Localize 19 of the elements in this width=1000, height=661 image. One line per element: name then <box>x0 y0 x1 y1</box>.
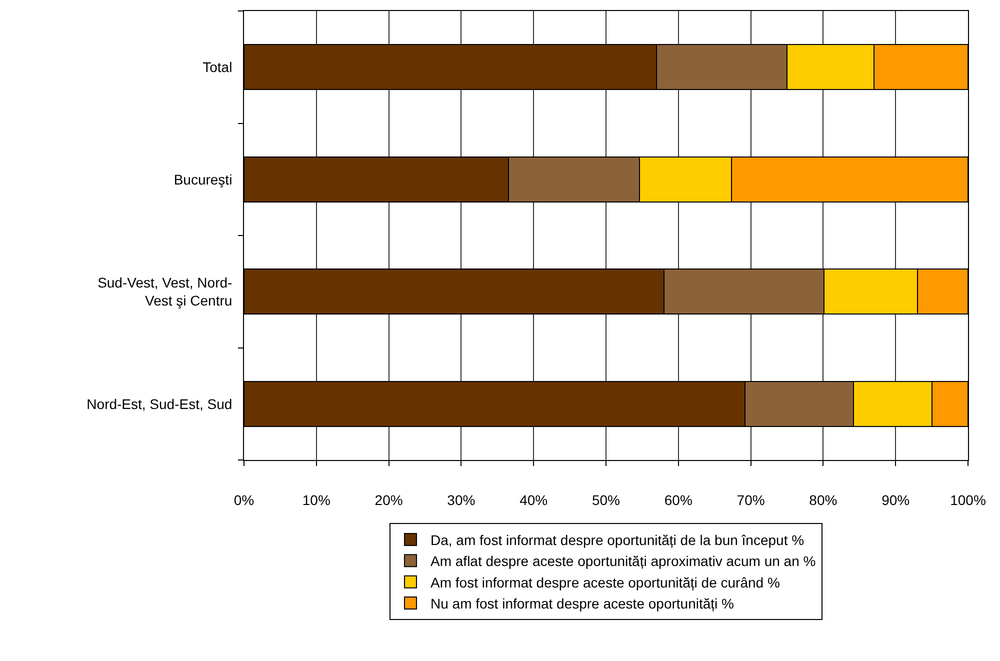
legend-label: Da, am fost informat despre oportunități de la bun început % <box>430 532 804 548</box>
x-tick-label: 70% <box>736 492 765 508</box>
y-tick-label: Bucureşti <box>174 171 232 188</box>
y-tick-label: Nord-Est, Sud-Est, Sud <box>86 396 232 412</box>
x-tick-label: 0% <box>234 492 254 508</box>
x-tick-label: 30% <box>447 492 476 508</box>
y-tick-label: Sud-Vest, Vest, Nord-Vest şi Centru <box>98 274 233 309</box>
legend-label: Am fost informat despre aceste oportunități de curând % <box>430 574 780 590</box>
legend-label: Am aflat despre aceste oportunități aproximativ acum un an % <box>430 553 816 570</box>
x-tick-label: 50% <box>592 492 620 508</box>
x-tick-label: 40% <box>520 492 548 508</box>
x-tick-label: 100% <box>950 492 986 508</box>
x-tick-label: 80% <box>809 492 838 508</box>
x-tick-label: 60% <box>664 492 692 508</box>
y-tick-label: Total <box>202 59 232 76</box>
x-tick-label: 90% <box>882 492 910 508</box>
x-tick-label: 10% <box>302 492 330 508</box>
x-tick-label: 20% <box>374 492 403 508</box>
legend-label: Nu am fost informat despre aceste oportunități % <box>430 596 734 612</box>
